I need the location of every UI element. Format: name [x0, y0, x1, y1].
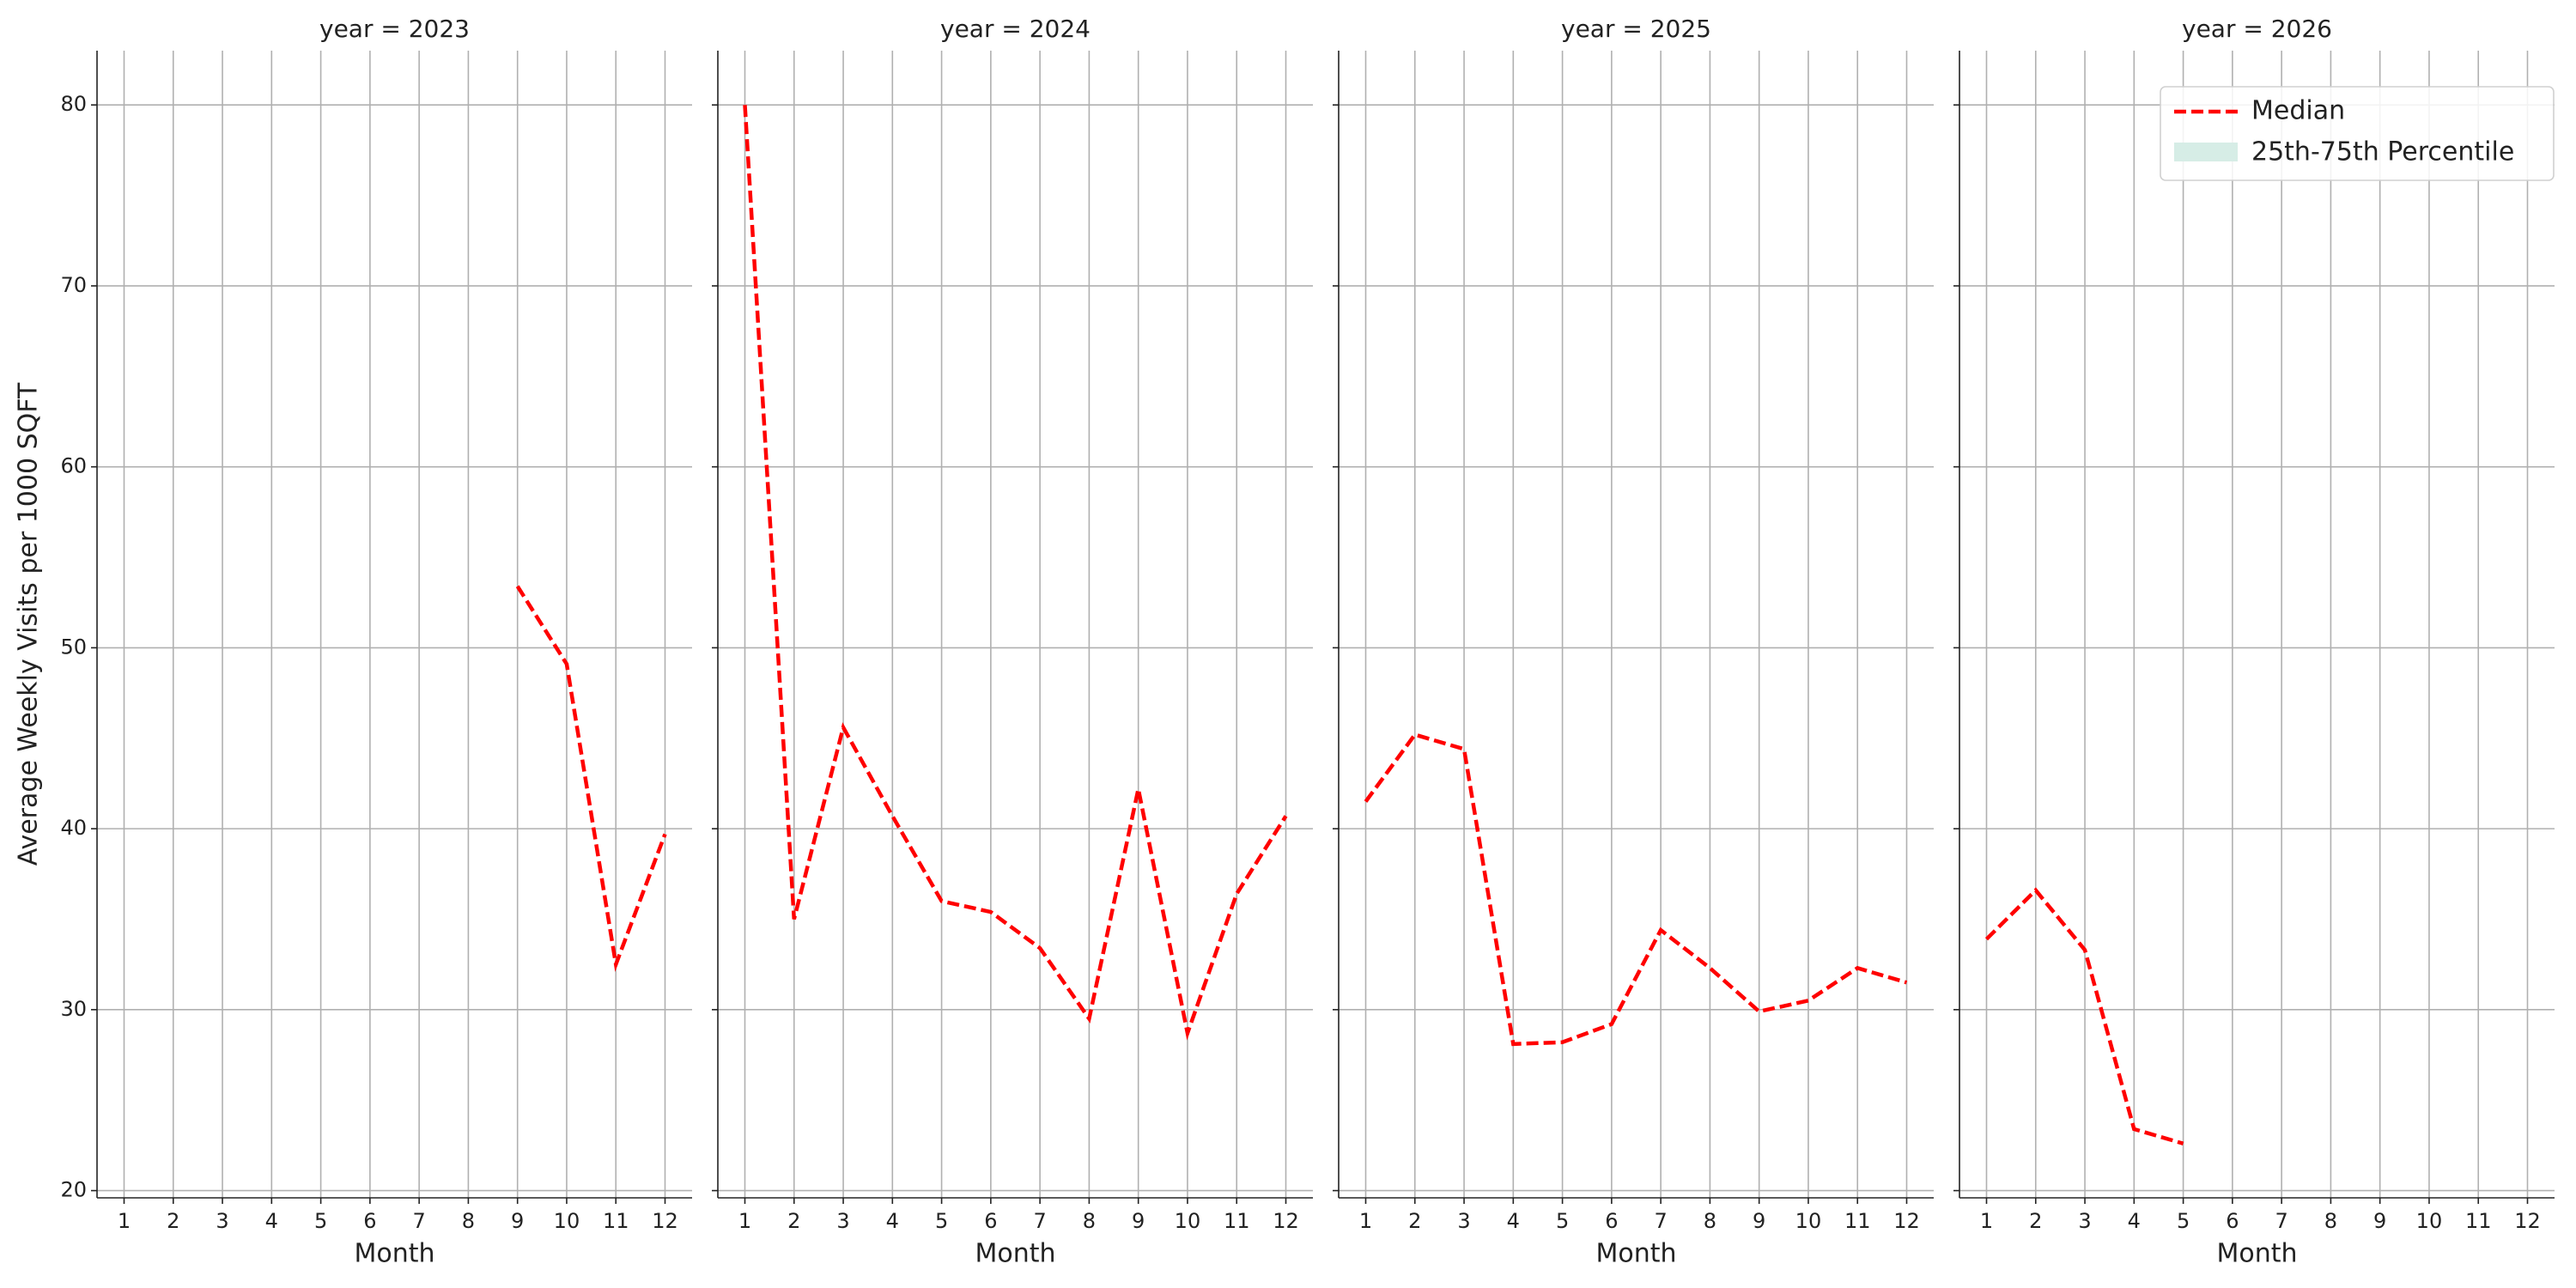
- panel-title: year = 2024: [940, 15, 1091, 43]
- x-tick-label: 9: [2373, 1209, 2386, 1233]
- x-tick-label: 4: [886, 1209, 899, 1233]
- x-tick-label: 10: [1175, 1209, 1201, 1233]
- x-tick-label: 6: [984, 1209, 997, 1233]
- x-tick-label: 12: [652, 1209, 678, 1233]
- y-axis-label: Average Weekly Visits per 1000 SQFT: [14, 382, 44, 866]
- x-tick-label: 5: [314, 1209, 327, 1233]
- x-tick-label: 3: [1457, 1209, 1470, 1233]
- x-tick-label: 1: [1359, 1209, 1372, 1233]
- x-tick-label: 8: [1704, 1209, 1716, 1233]
- x-tick-label: 7: [1654, 1209, 1667, 1233]
- x-tick-label: 10: [554, 1209, 580, 1233]
- x-tick-label: 11: [1844, 1209, 1871, 1233]
- x-tick-label: 6: [363, 1209, 376, 1233]
- x-tick-label: 9: [1753, 1209, 1765, 1233]
- median-line: [743, 105, 1288, 1041]
- x-axis-label: Month: [975, 1239, 1055, 1269]
- y-tick-label: 40: [60, 816, 87, 840]
- y-tick-label: 70: [60, 273, 87, 297]
- x-tick-label: 5: [935, 1209, 948, 1233]
- y-tick-label: 30: [60, 997, 87, 1021]
- x-tick-label: 11: [2465, 1209, 2492, 1233]
- x-tick-label: 7: [1033, 1209, 1046, 1233]
- x-tick-label: 2: [787, 1209, 800, 1233]
- median-line: [1364, 732, 1908, 1047]
- x-axis-label: Month: [2216, 1239, 2297, 1269]
- x-tick-label: 9: [1132, 1209, 1145, 1233]
- x-tick-label: 10: [1795, 1209, 1822, 1233]
- x-tick-label: 4: [1507, 1209, 1520, 1233]
- x-tick-label: 1: [118, 1209, 131, 1233]
- x-tick-label: 6: [1605, 1209, 1618, 1233]
- x-tick-label: 11: [1224, 1209, 1250, 1233]
- x-tick-label: 3: [2078, 1209, 2091, 1233]
- y-tick-label: 20: [60, 1178, 87, 1202]
- x-tick-label: 12: [1893, 1209, 1920, 1233]
- x-tick-label: 8: [462, 1209, 475, 1233]
- x-tick-label: 4: [265, 1209, 278, 1233]
- x-tick-label: 10: [2416, 1209, 2443, 1233]
- x-tick-label: 9: [511, 1209, 524, 1233]
- y-tick-label: 60: [60, 454, 87, 478]
- legend-swatch: [2174, 143, 2238, 161]
- x-axis-label: Month: [354, 1239, 434, 1269]
- legend-label: 25th-75th Percentile: [2251, 137, 2514, 167]
- x-tick-label: 3: [216, 1209, 228, 1233]
- legend-label: Median: [2251, 96, 2345, 126]
- x-tick-label: 8: [1083, 1209, 1096, 1233]
- x-tick-label: 2: [167, 1209, 179, 1233]
- x-tick-label: 2: [1408, 1209, 1421, 1233]
- x-tick-label: 5: [1556, 1209, 1569, 1233]
- x-tick-label: 11: [603, 1209, 629, 1233]
- x-tick-label: 1: [1980, 1209, 1993, 1233]
- x-tick-label: 12: [2514, 1209, 2541, 1233]
- legend-box: [2160, 86, 2555, 181]
- panel-title: year = 2025: [1561, 15, 1711, 43]
- x-tick-label: 5: [2177, 1209, 2190, 1233]
- x-tick-label: 7: [2275, 1209, 2287, 1233]
- x-tick-label: 4: [2128, 1209, 2141, 1233]
- y-tick-label: 50: [60, 635, 87, 659]
- y-tick-label: 80: [60, 92, 87, 116]
- x-tick-label: 12: [1273, 1209, 1299, 1233]
- x-axis-label: Month: [1595, 1239, 1676, 1269]
- x-tick-label: 3: [836, 1209, 849, 1233]
- x-tick-label: 2: [2029, 1209, 2042, 1233]
- median-line: [515, 585, 667, 972]
- x-tick-label: 8: [2324, 1209, 2337, 1233]
- panel-title: year = 2026: [2182, 15, 2332, 43]
- median-line: [1984, 887, 2184, 1145]
- x-tick-label: 6: [2226, 1209, 2239, 1233]
- panel-title: year = 2023: [319, 15, 470, 43]
- x-tick-label: 1: [738, 1209, 751, 1233]
- x-tick-label: 7: [412, 1209, 425, 1233]
